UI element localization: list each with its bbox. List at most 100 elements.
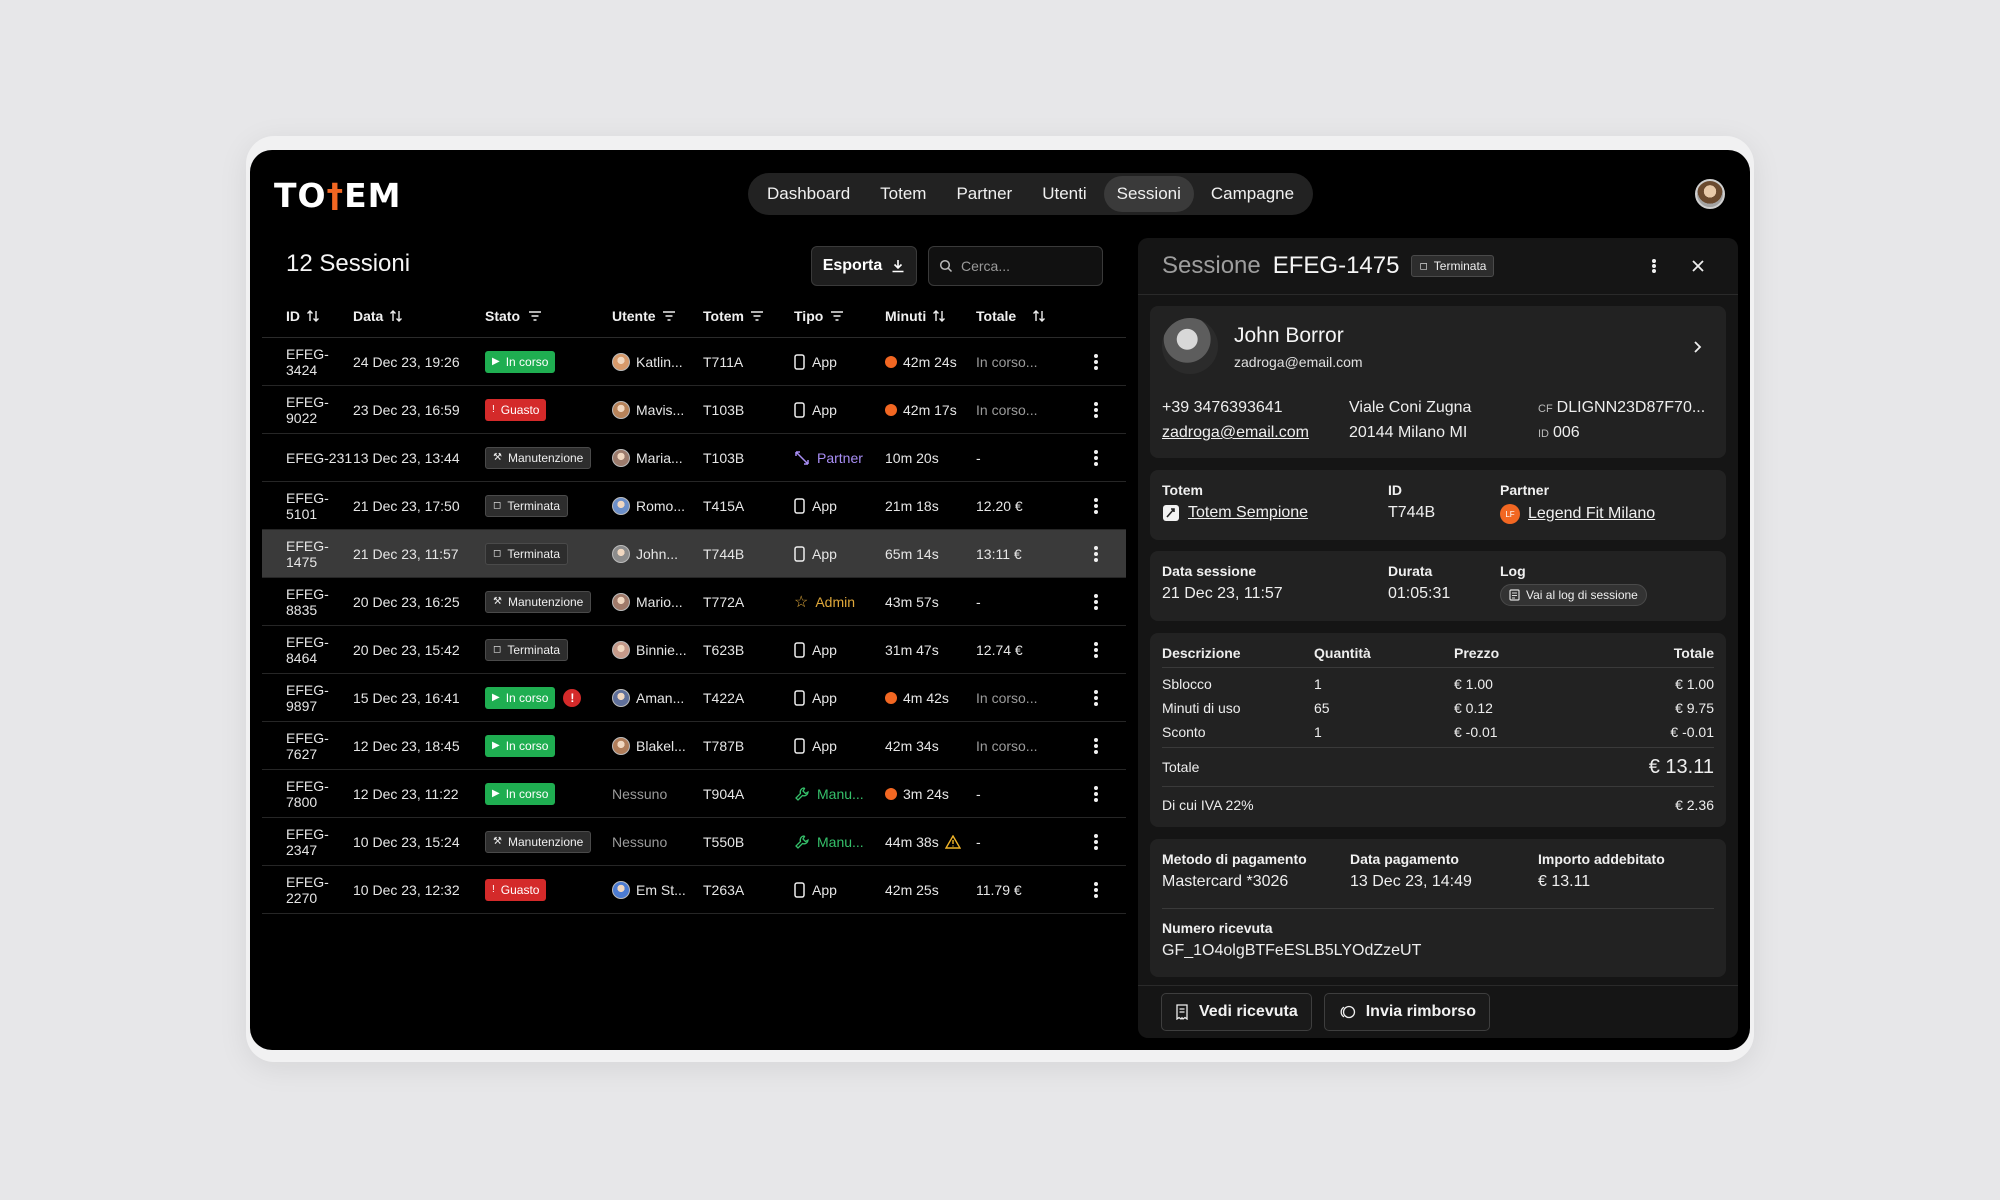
page-title: 12 Sessioni [286,250,411,277]
tools-icon: ⚒ [493,836,502,847]
row-more-button[interactable] [1066,545,1126,562]
cell-minutes: 42m 24s [885,354,976,370]
cell-type: App [794,498,885,514]
filter-icon [662,311,675,321]
cost-total-row: Totale € 13.11 [1162,755,1714,778]
col-utente[interactable]: Utente [612,308,703,324]
user-avatar[interactable] [1695,179,1725,209]
chevron-right-icon[interactable] [1692,340,1702,354]
status-badge: ! Guasto [485,878,547,901]
payment-date-value: 13 Dec 23, 14:49 [1350,873,1472,890]
cell-id: EFEG-7800 [286,777,329,810]
row-more-button[interactable] [1066,497,1126,514]
cell-status: ▶ In corso [485,782,612,805]
table-row[interactable]: EFEG-2270 10 Dec 23, 12:32 ! Guasto Em St...… [262,866,1126,914]
col-data[interactable]: Data [353,308,485,324]
star-icon: ☆ [794,593,809,611]
row-more-button[interactable] [1066,353,1126,370]
status-badge: ▶ In corso [485,350,556,373]
cell-user: Mario... [612,592,703,611]
sort-icon [307,310,319,322]
table-row[interactable]: EFEG-1475 21 Dec 23, 11:57 ◻ Terminata John.… [262,530,1126,578]
document-icon [1509,589,1520,601]
cell-status: ◻ Terminata [485,638,612,661]
user-card[interactable]: John Borror zadroga@email.com +39 347639… [1150,306,1726,458]
row-more-button[interactable] [1066,689,1126,706]
cell-user: Aman... [612,688,703,707]
table-row[interactable]: EFEG-2347 10 Dec 23, 15:24 ⚒ Manutenzione Ne… [262,818,1126,866]
col-stato[interactable]: Stato [485,308,612,324]
user-email-link[interactable]: zadroga@email.com [1162,424,1309,441]
row-more-button[interactable] [1066,401,1126,418]
nav-dashboard[interactable]: Dashboard [767,184,851,203]
cell-type: App [794,642,885,658]
table-row[interactable]: EFEG-8464 20 Dec 23, 15:42 ◻ Terminata Binni… [262,626,1126,674]
search-box[interactable] [928,246,1103,286]
cell-id: EFEG-231 [286,449,353,466]
table-row[interactable]: EFEG-8835 20 Dec 23, 16:25 ⚒ Manutenzione Ma… [262,578,1126,626]
view-receipt-button[interactable]: Vedi ricevuta [1161,993,1312,1031]
more-options-button[interactable] [1638,250,1670,282]
row-more-button[interactable] [1066,593,1126,610]
tools-icon: ⚒ [493,596,502,607]
session-log-link[interactable]: Vai al log di sessione [1500,584,1647,606]
nav-totem[interactable]: Totem [880,184,927,203]
nav-campagne[interactable]: Campagne [1210,184,1295,203]
filter-icon [831,311,844,321]
cell-id: EFEG-2347 [286,825,329,858]
row-more-button[interactable] [1066,785,1126,802]
table-row[interactable]: EFEG-231 13 Dec 23, 13:44 ⚒ Manutenzione Mar… [262,434,1126,482]
col-tipo[interactable]: Tipo [794,308,885,324]
search-input[interactable] [961,258,1091,274]
user-avatar [612,736,630,755]
table-row[interactable]: EFEG-5101 21 Dec 23, 17:50 ◻ Terminata Romo.… [262,482,1126,530]
cell-id: EFEG-8464 [286,633,329,666]
row-more-button[interactable] [1066,641,1126,658]
session-date-value: 21 Dec 23, 11:57 [1162,585,1283,602]
export-button[interactable]: Esporta [811,246,917,286]
send-refund-button[interactable]: Invia rimborso [1323,993,1490,1031]
cell-minutes: 65m 14s [885,545,939,562]
cell-total: - [976,593,981,610]
cell-type: App [794,402,885,418]
table-row[interactable]: EFEG-7627 12 Dec 23, 18:45 ▶ In corso Blakel… [262,722,1126,770]
user-avatar [612,352,630,371]
col-id[interactable]: ID [262,308,353,324]
cell-minutes: 10m 20s [885,449,939,466]
stop-icon: ◻ [493,548,502,559]
cost-row: Minuti di uso 65 € 0.12 € 9.75 [1162,700,1714,716]
cell-date: 15 Dec 23, 16:41 [353,689,460,706]
table-row[interactable]: EFEG-9022 23 Dec 23, 16:59 ! Guasto Mavis...… [262,386,1126,434]
cell-minutes: 42m 34s [885,737,939,754]
totem-link[interactable]: Totem Sempione [1162,504,1308,522]
col-totale[interactable]: Totale [976,308,1066,324]
table-row[interactable]: EFEG-7800 12 Dec 23, 11:22 ▶ In corso Nessun… [262,770,1126,818]
close-button[interactable] [1682,250,1714,282]
payment-method-label: Metodo di pagamento [1162,851,1307,867]
payment-card: Metodo di pagamento Mastercard *3026 Dat… [1150,839,1726,977]
sessions-table: ID Data Stato Utente Totem Tipo Minuti T… [262,295,1126,914]
row-more-button[interactable] [1066,737,1126,754]
nav-partner[interactable]: Partner [956,184,1013,203]
status-badge: ▶ In corso [485,782,556,805]
cell-id: EFEG-9022 [286,393,329,426]
cell-type: App [794,690,885,706]
row-more-button[interactable] [1066,881,1126,898]
col-totem[interactable]: Totem [703,308,794,324]
cell-id: EFEG-8835 [286,585,329,618]
table-row[interactable]: EFEG-3424 24 Dec 23, 19:26 ▶ In corso Katlin… [262,338,1126,386]
nav-sessioni[interactable]: Sessioni [1103,176,1194,212]
cell-status: ▶ In corso! [485,686,612,709]
partner-link[interactable]: LF Legend Fit Milano [1500,504,1655,524]
logo[interactable]: TO † EM [274,175,402,215]
row-more-button[interactable] [1066,833,1126,850]
col-minuti[interactable]: Minuti [885,308,976,324]
table-row[interactable]: EFEG-9897 15 Dec 23, 16:41 ▶ In corso! Aman.… [262,674,1126,722]
alert-icon: ! [563,688,582,707]
cell-id: EFEG-7627 [286,729,329,762]
nav-utenti[interactable]: Utenti [1042,184,1087,203]
row-more-button[interactable] [1066,449,1126,466]
phone-icon [794,737,805,754]
kebab-icon [1652,259,1656,273]
partner-icon [795,450,809,465]
